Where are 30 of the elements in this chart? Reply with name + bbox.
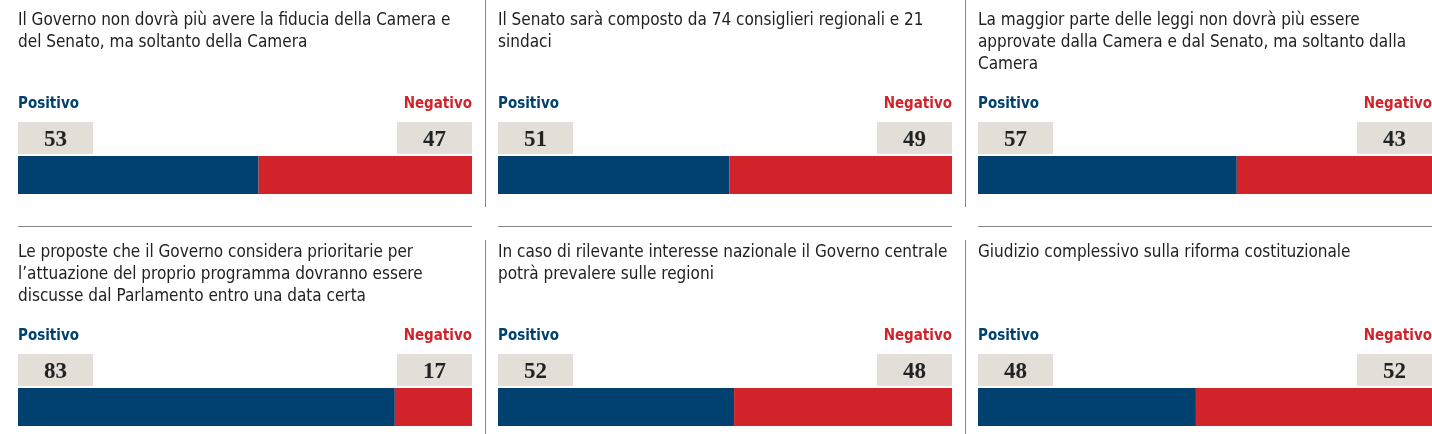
chart-title: In caso di rilevante interesse nazionale il Governo centrale potrà prevalere sulle regioni <box>498 240 949 285</box>
data-label: 52 <box>1383 357 1406 383</box>
text: Positivo <box>498 326 559 344</box>
data-label: 51 <box>524 125 547 151</box>
chart-title: Il Senato sarà composto da 74 consiglieri regionali e 21 sindaci <box>498 8 925 53</box>
data-label: 57 <box>1004 125 1027 151</box>
data-label: 52 <box>524 357 547 383</box>
text: Positivo <box>978 94 1039 112</box>
data-label: 49 <box>903 125 926 151</box>
chart-title: Le proposte che il Governo considera prioritarie per l’attuazione del proprio programma dovranno essere discusse dal Parlamento entro una data certa <box>18 240 424 307</box>
data-label: 53 <box>44 125 67 151</box>
chart-title: La maggior parte delle leggi non dovrà più essere approvate dalla Camera e dal Senato, ma soltanto dalla Camera <box>978 8 1408 75</box>
chart-title: Giudizio complessivo sulla riforma costituzionale <box>978 240 1352 263</box>
text: Negativo <box>403 94 472 112</box>
data-label: 83 <box>44 357 67 383</box>
text: Negativo <box>1363 326 1432 344</box>
text: Positivo <box>18 326 79 344</box>
chart-title: Il Governo non dovrà più avere la fiducia della Camera e del Senato, ma soltanto della Camera <box>18 8 452 53</box>
text: Negativo <box>883 326 952 344</box>
data-label: 43 <box>1383 125 1406 151</box>
text: Negativo <box>403 326 472 344</box>
data-label: 48 <box>903 357 926 383</box>
text: Positivo <box>978 326 1039 344</box>
data-label: 48 <box>1004 357 1027 383</box>
text: Positivo <box>18 94 79 112</box>
data-label: 47 <box>423 125 446 151</box>
text: Negativo <box>883 94 952 112</box>
text: Positivo <box>498 94 559 112</box>
data-label: 17 <box>423 357 446 383</box>
text: Negativo <box>1363 94 1432 112</box>
